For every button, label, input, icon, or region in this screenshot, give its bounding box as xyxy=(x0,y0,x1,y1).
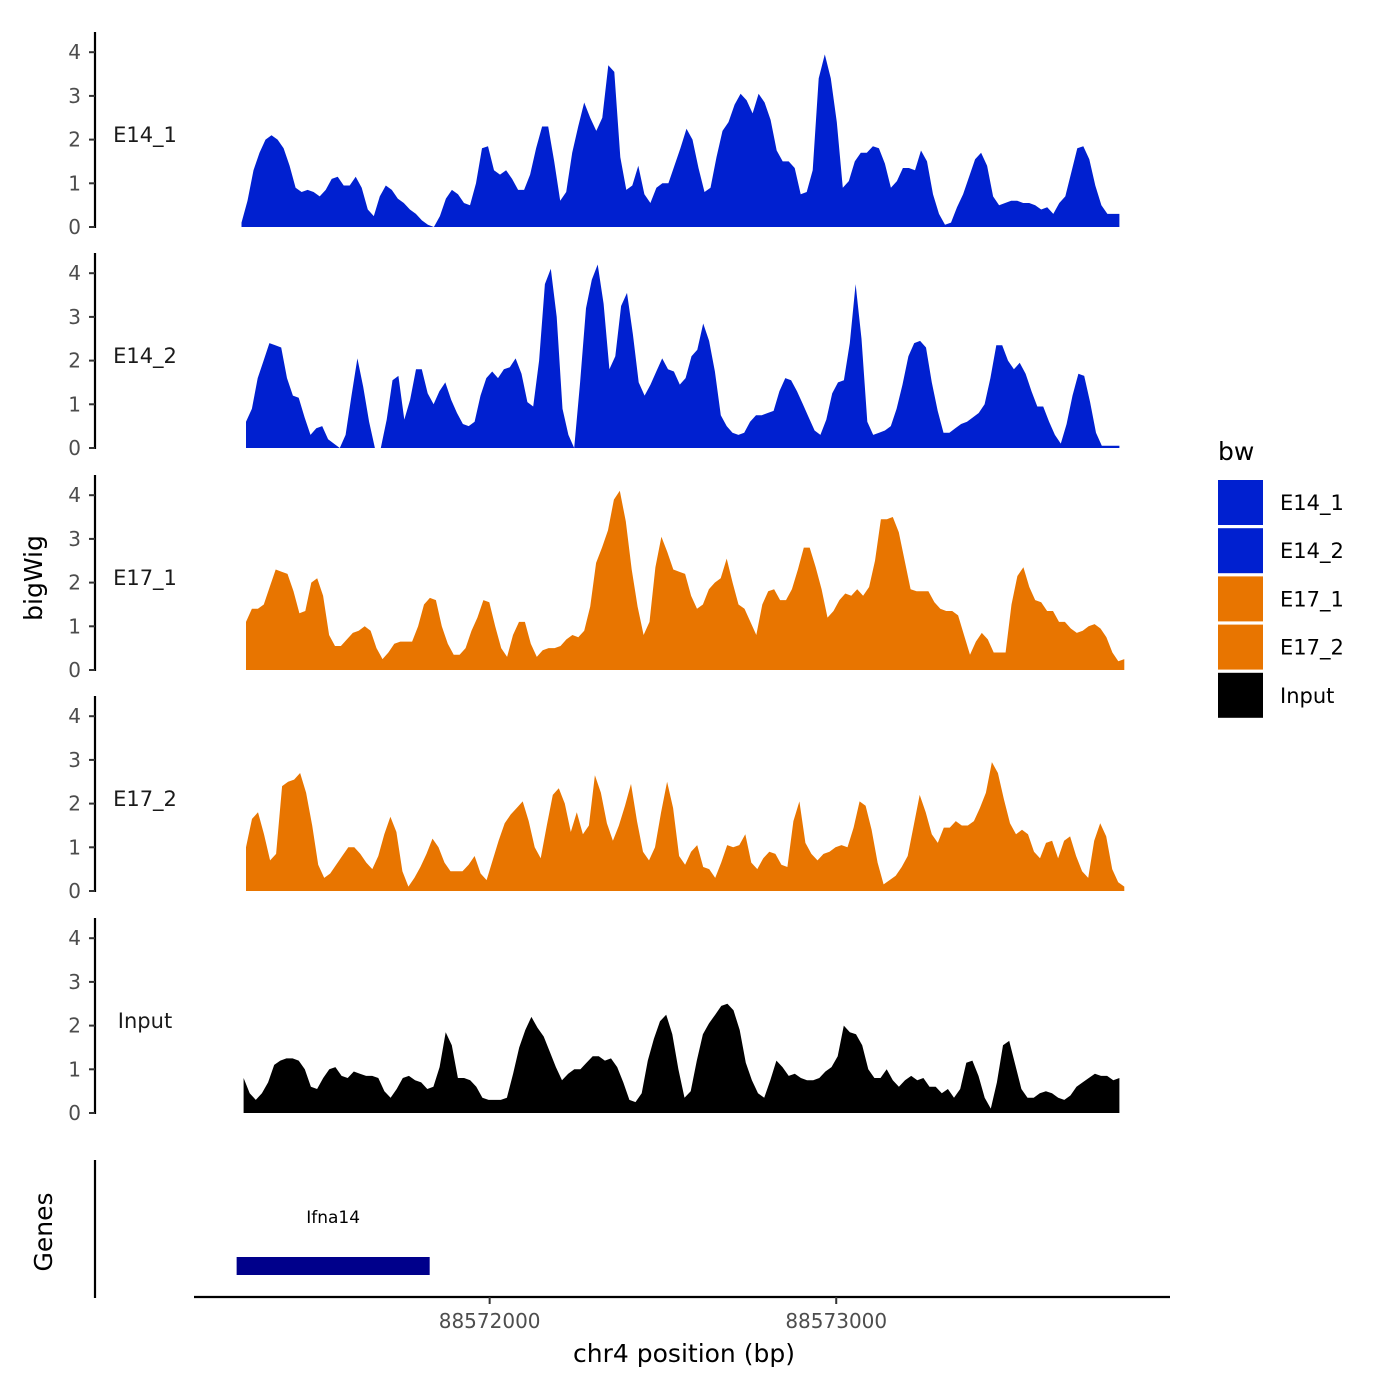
y-tick-label: 3 xyxy=(68,84,81,108)
legend-swatch-e14-1 xyxy=(1218,480,1263,525)
legend-label: Input xyxy=(1280,684,1334,708)
y-tick-label: 1 xyxy=(68,614,81,638)
legend-swatch-e14-2 xyxy=(1218,528,1263,574)
x-axis-title: chr4 position (bp) xyxy=(573,1339,795,1368)
legend-swatch-input xyxy=(1218,672,1263,718)
legend: bw E14_1 E14_2 E17_1 E17_2 Input xyxy=(1218,437,1344,718)
gene-body-ifna14 xyxy=(236,1257,430,1275)
coverage-area-e14-1 xyxy=(241,54,1120,228)
track-panel-e17-2: 0 1 2 3 4 E17_2 xyxy=(68,696,1125,903)
track-label: E14_1 xyxy=(113,123,177,148)
legend-label: E14_1 xyxy=(1280,491,1344,516)
y-tick-label: 1 xyxy=(68,1057,81,1081)
y-tick-label: 2 xyxy=(68,1014,81,1038)
y-tick-label: 3 xyxy=(68,970,81,994)
track-label: E17_1 xyxy=(113,566,177,591)
y-tick-label: 2 xyxy=(68,571,81,595)
y-tick-label: 4 xyxy=(68,261,81,285)
coverage-area-e14-2 xyxy=(246,264,1120,448)
y-tick-label: 4 xyxy=(68,704,81,728)
coverage-area-e17-1 xyxy=(246,490,1125,670)
coverage-area-e17-2 xyxy=(246,762,1125,891)
y-tick-label: 0 xyxy=(68,1101,81,1125)
x-axis: 88572000 88573000 xyxy=(194,1295,1170,1333)
y-tick-label: 1 xyxy=(68,392,81,416)
track-label: Input xyxy=(118,1009,172,1033)
gene-label: Ifna14 xyxy=(306,1208,360,1228)
y-tick-label: 1 xyxy=(68,171,81,195)
y-tick-label: 1 xyxy=(68,835,81,859)
y-tick-label: 4 xyxy=(68,926,81,950)
coverage-area-input xyxy=(243,1003,1120,1113)
y-tick-label: 0 xyxy=(68,658,81,682)
legend-label: E17_2 xyxy=(1280,636,1344,661)
legend-label: E17_1 xyxy=(1280,587,1344,612)
track-panel-e14-1: 0 1 2 3 4 E14_1 xyxy=(68,32,1120,239)
y-tick-label: 0 xyxy=(68,215,81,239)
track-panel-e14-2: 0 1 2 3 4 E14_2 xyxy=(68,253,1120,460)
legend-swatch-e17-2 xyxy=(1218,624,1263,670)
legend-title: bw xyxy=(1218,437,1254,466)
legend-label: E14_2 xyxy=(1280,539,1344,564)
y-tick-label: 0 xyxy=(68,879,81,903)
x-tick-label: 88573000 xyxy=(785,1309,887,1333)
track-panel-input: 0 1 2 3 4 Input xyxy=(68,918,1120,1125)
track-panels: 0 1 2 3 4 E14_1 0 1 2 3 4 E14_2 0 1 2 3 4 E17_1 0 1 2 3 4 E17_2… xyxy=(68,32,1125,1125)
track-panel-e17-1: 0 1 2 3 4 E17_1 xyxy=(68,475,1125,682)
genes-axis-title: Genes xyxy=(29,1192,58,1271)
x-tick-label: 88572000 xyxy=(439,1309,541,1333)
y-tick-label: 3 xyxy=(68,305,81,329)
y-tick-label: 0 xyxy=(68,436,81,460)
track-label: E14_2 xyxy=(113,344,177,369)
y-tick-label: 3 xyxy=(68,748,81,772)
track-label: E17_2 xyxy=(113,787,177,812)
y-tick-label: 2 xyxy=(68,128,81,152)
genes-track: Ifna14 xyxy=(93,1160,430,1298)
y-tick-label: 4 xyxy=(68,483,81,507)
y-axis-title: bigWig xyxy=(19,535,48,621)
y-tick-label: 2 xyxy=(68,792,81,816)
legend-swatch-e17-1 xyxy=(1218,576,1263,622)
y-tick-label: 2 xyxy=(68,349,81,373)
y-tick-label: 3 xyxy=(68,527,81,551)
y-tick-label: 4 xyxy=(68,40,81,64)
